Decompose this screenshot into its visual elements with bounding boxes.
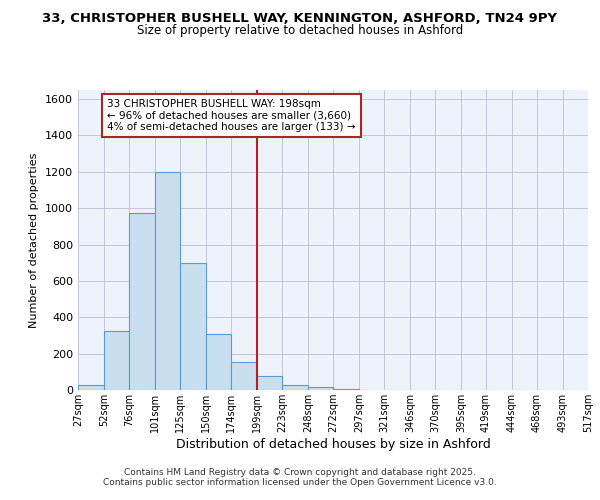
Text: Contains HM Land Registry data © Crown copyright and database right 2025.: Contains HM Land Registry data © Crown c… (124, 468, 476, 477)
Bar (308, 388, 333, 390)
Bar (333, 389, 359, 390)
Text: 33, CHRISTOPHER BUSHELL WAY, KENNINGTON, ASHFORD, TN24 9PY: 33, CHRISTOPHER BUSHELL WAY, KENNINGTON,… (43, 12, 557, 26)
Bar (78, 386, 104, 390)
Text: 33 CHRISTOPHER BUSHELL WAY: 198sqm
← 96% of detached houses are smaller (3,660)
: 33 CHRISTOPHER BUSHELL WAY: 198sqm ← 96%… (107, 99, 356, 132)
Bar (282, 386, 308, 390)
Y-axis label: Number of detached properties: Number of detached properties (29, 152, 40, 328)
Bar (257, 376, 282, 390)
Bar (206, 334, 231, 390)
Bar (155, 172, 180, 390)
Bar (180, 262, 206, 390)
X-axis label: Distribution of detached houses by size in Ashford: Distribution of detached houses by size … (176, 438, 490, 451)
Bar (231, 362, 257, 390)
Bar (104, 331, 129, 390)
Text: Contains public sector information licensed under the Open Government Licence v3: Contains public sector information licen… (103, 478, 497, 487)
Bar (129, 212, 155, 390)
Text: Size of property relative to detached houses in Ashford: Size of property relative to detached ho… (137, 24, 463, 37)
